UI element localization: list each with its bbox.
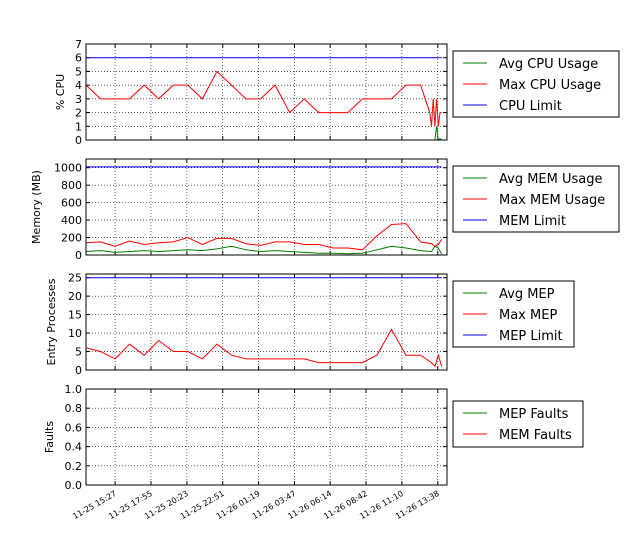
y-tick-label: 0 bbox=[75, 249, 82, 262]
legend-entry: MEM Faults bbox=[499, 428, 572, 443]
y-tick-label: 0.0 bbox=[65, 479, 83, 492]
series-line bbox=[85, 70, 442, 127]
legend-box bbox=[452, 400, 584, 448]
y-tick-label: 0 bbox=[75, 364, 82, 377]
y-tick-label: 7 bbox=[75, 38, 82, 51]
y-axis-label: Faults bbox=[43, 421, 56, 453]
y-tick-label: 400 bbox=[61, 214, 82, 227]
y-tick-label: 0.6 bbox=[65, 421, 83, 434]
series-line bbox=[85, 328, 443, 368]
y-tick-label: 3 bbox=[75, 93, 82, 106]
y-axis-label: Memory (MB) bbox=[30, 170, 43, 244]
y-tick-label: 25 bbox=[68, 272, 82, 285]
y-tick-label: 10 bbox=[68, 327, 82, 340]
series-line bbox=[85, 245, 443, 255]
legend-entry: Avg CPU Usage bbox=[499, 57, 598, 72]
legend-entry: Avg MEP bbox=[499, 287, 555, 302]
legend-entry: Avg MEM Usage bbox=[499, 172, 603, 187]
y-tick-label: 20 bbox=[68, 290, 82, 303]
y-tick-label: 200 bbox=[61, 232, 82, 245]
y-tick-label: 1000 bbox=[54, 162, 82, 175]
y-axis-label: Entry Processes bbox=[45, 278, 58, 365]
axes-frame bbox=[85, 273, 448, 371]
y-tick-label: 5 bbox=[75, 346, 82, 359]
axes-frame bbox=[85, 158, 448, 256]
y-axis-label: % CPU bbox=[54, 74, 67, 110]
y-tick-label: 0.4 bbox=[65, 441, 83, 454]
y-tick-label: 600 bbox=[61, 197, 82, 210]
y-tick-label: 15 bbox=[68, 309, 82, 322]
series-line bbox=[86, 126, 443, 141]
legend-entry: MEP Limit bbox=[499, 329, 563, 344]
y-tick-label: 2 bbox=[75, 107, 82, 120]
legend-entry: Max CPU Usage bbox=[499, 78, 601, 93]
legend-entry: MEM Limit bbox=[499, 214, 566, 229]
legend-entry: CPU Limit bbox=[499, 99, 562, 114]
y-tick-label: 1.0 bbox=[65, 383, 83, 396]
y-tick-label: 0.2 bbox=[65, 460, 83, 473]
y-tick-label: 6 bbox=[75, 52, 82, 65]
axes-frame bbox=[85, 43, 448, 141]
axes-frame bbox=[85, 388, 448, 486]
y-tick-label: 0.8 bbox=[65, 402, 83, 415]
y-tick-label: 4 bbox=[75, 79, 82, 92]
series-line bbox=[85, 223, 443, 251]
legend-entry: Max MEM Usage bbox=[499, 193, 605, 208]
y-tick-label: 800 bbox=[61, 179, 82, 192]
legend-entry: Max MEP bbox=[499, 308, 557, 323]
y-tick-label: 1 bbox=[75, 120, 82, 133]
legend-entry: MEP Faults bbox=[499, 407, 569, 422]
y-tick-label: 5 bbox=[75, 65, 82, 78]
y-tick-label: 0 bbox=[75, 134, 82, 147]
